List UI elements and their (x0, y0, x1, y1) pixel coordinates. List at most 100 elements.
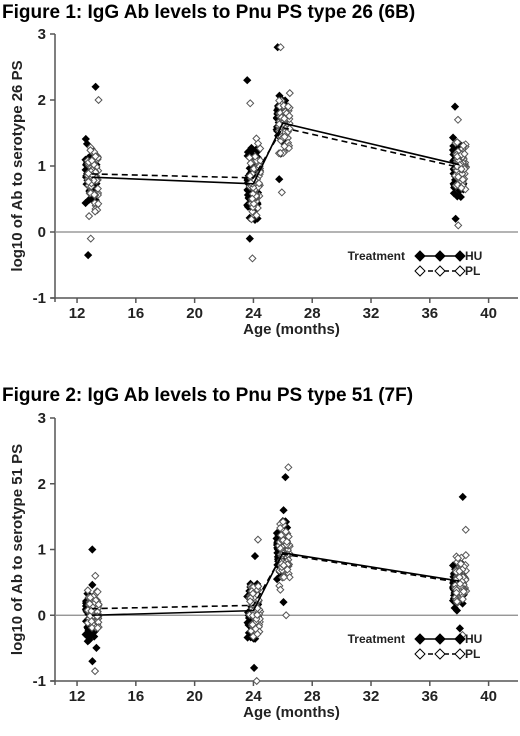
x-axis-label: Age (months) (243, 704, 340, 721)
legend-label-pl: PL (465, 647, 480, 661)
data-point-pl (246, 159, 255, 168)
legend-marker-pl (434, 648, 446, 660)
y-tick-label: -1 (33, 290, 46, 307)
legend-marker-hu (454, 250, 466, 262)
data-point-hu (275, 175, 284, 184)
x-tick-label: 40 (480, 305, 497, 322)
data-point-hu (243, 76, 252, 85)
data-point-hu (88, 545, 97, 554)
data-point-pl (90, 667, 100, 676)
legend-marker-hu (414, 633, 426, 645)
legend-title: Treatment (348, 249, 405, 263)
data-point-pl (280, 114, 289, 123)
x-tick-label: 12 (69, 305, 86, 322)
x-tick-label: 16 (127, 305, 144, 322)
data-point-pl (285, 89, 294, 98)
data-point-pl (453, 115, 463, 124)
data-point-pl (279, 561, 288, 570)
y-tick-label: 3 (38, 410, 46, 427)
data-point-pl (252, 211, 261, 220)
data-point-pl (249, 199, 258, 208)
data-point-pl (461, 525, 470, 534)
x-tick-label: 36 (421, 305, 438, 322)
data-point-pl (84, 212, 94, 221)
data-point-pl (453, 554, 463, 563)
mean-line-pl (91, 553, 460, 610)
data-point-hu (88, 657, 97, 666)
data-point-pl (282, 611, 291, 620)
data-point-pl (285, 111, 294, 121)
x-tick-label: 24 (245, 305, 262, 322)
data-point-hu (279, 506, 288, 515)
y-tick-label: 0 (38, 607, 46, 624)
data-point-pl (87, 156, 96, 165)
mean-line-pl (91, 126, 460, 179)
data-point-hu (92, 643, 101, 652)
data-point-pl (453, 138, 462, 147)
legend-marker-pl (414, 265, 426, 277)
data-point-pl (283, 565, 292, 574)
legend-marker-pl (434, 265, 446, 277)
data-point-pl (278, 517, 288, 526)
x-tick-label: 36 (421, 688, 438, 705)
mean-line-hu (91, 551, 460, 617)
series-pl-points (83, 43, 471, 263)
data-point-pl (246, 597, 255, 606)
data-point-pl (87, 617, 96, 626)
data-point-pl (245, 171, 255, 181)
x-tick-label: 28 (304, 305, 321, 322)
data-point-pl (84, 169, 93, 178)
data-point-pl (94, 95, 103, 105)
data-point-pl (284, 463, 293, 472)
data-point-pl (280, 142, 289, 151)
data-point-hu (84, 250, 93, 260)
legend-marker-pl (454, 648, 466, 660)
data-point-pl (91, 571, 100, 580)
data-point-pl (282, 537, 291, 546)
data-point-pl (452, 588, 461, 597)
data-point-pl (253, 535, 263, 544)
legend-title: Treatment (348, 632, 405, 646)
data-point-hu (281, 473, 290, 482)
data-point-pl (86, 146, 95, 155)
legend-marker-hu (434, 250, 446, 262)
data-point-pl (247, 215, 256, 224)
data-point-pl (85, 599, 94, 608)
series-hu-points (81, 43, 469, 260)
legend-label-hu: HU (465, 249, 482, 263)
data-point-pl (246, 99, 255, 108)
data-point-pl (456, 579, 465, 588)
y-axis-label: log10 of Ab to serotype 51 PS (9, 444, 26, 655)
data-point-pl (276, 585, 285, 594)
data-point-pl (254, 179, 264, 188)
legend-marker-pl (454, 265, 466, 277)
y-tick-label: 3 (38, 26, 46, 43)
x-tick-label: 40 (480, 688, 497, 705)
legend-marker-pl (414, 648, 426, 660)
data-point-pl (86, 189, 95, 198)
legend-marker-hu (454, 633, 466, 645)
data-point-hu (453, 192, 462, 201)
legend-label-pl: PL (465, 264, 480, 278)
data-point-hu (247, 146, 256, 155)
data-point-hu (243, 618, 252, 627)
y-tick-label: 2 (38, 92, 46, 109)
data-point-pl (251, 152, 260, 161)
x-tick-label: 12 (69, 688, 86, 705)
data-point-hu (455, 624, 464, 633)
y-tick-label: 1 (38, 542, 46, 559)
data-point-pl (459, 141, 468, 150)
data-point-hu (83, 637, 92, 646)
data-point-pl (285, 573, 294, 582)
data-point-pl (285, 124, 294, 133)
legend-marker-hu (434, 633, 446, 645)
legend-marker-hu (414, 250, 426, 262)
data-point-pl (452, 597, 462, 606)
data-point-pl (248, 620, 257, 629)
data-point-pl (459, 587, 468, 596)
y-tick-label: 2 (38, 476, 46, 493)
data-point-pl (87, 623, 97, 632)
data-point-hu (451, 214, 460, 223)
